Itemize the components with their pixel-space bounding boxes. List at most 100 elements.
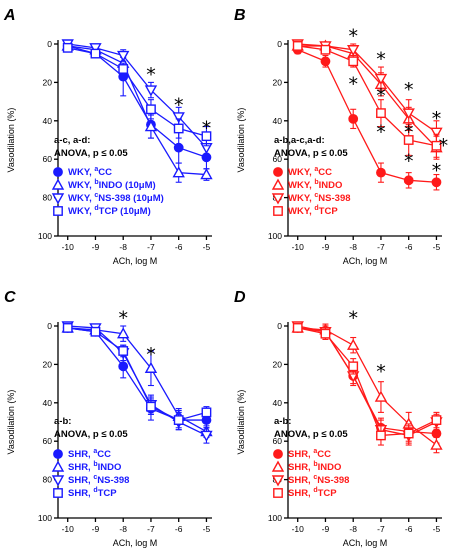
data-point-circle	[348, 113, 359, 124]
data-point-square	[201, 407, 212, 418]
panel-letter: B	[234, 7, 246, 24]
legend-entry: SHR, bINDO	[51, 460, 121, 473]
x-tick-label: -10	[292, 524, 305, 534]
data-point-triangle	[172, 166, 185, 178]
series-triangle-down	[291, 321, 443, 446]
legend-entry: WKY, cNS-398 (10μM)	[51, 192, 164, 205]
legend-entry: SHR, dTCP	[53, 487, 117, 499]
x-tick-label: -10	[62, 242, 75, 252]
x-axis-label: ACh, log M	[343, 538, 388, 548]
legend-marker-triangle-down	[51, 475, 65, 487]
data-point-square	[90, 48, 101, 59]
data-point-square	[173, 415, 184, 425]
significance-star: *	[348, 25, 358, 47]
legend-label: WKY, dTCP	[288, 205, 338, 217]
data-point-square	[146, 104, 156, 115]
legend-marker-triangle-down	[51, 193, 65, 205]
series-line	[297, 325, 437, 437]
y-tick-label: 60	[43, 436, 53, 446]
x-tick-label: -9	[322, 524, 330, 534]
legend-entry: SHR, bINDO	[271, 460, 341, 473]
legend-label: SHR, cNS-398	[68, 474, 129, 486]
stats-comparison: a-b:	[274, 416, 291, 427]
stats-anova: ANOVA, p ≤ 0.05	[274, 429, 348, 440]
legend-label: SHR, cNS-398	[288, 474, 349, 486]
y-tick-label: 40	[43, 116, 53, 126]
legend-marker-square	[53, 206, 63, 216]
significance-star: *	[376, 121, 386, 143]
data-point-triangle-down	[172, 112, 185, 124]
x-tick-label: -5	[433, 524, 441, 534]
data-point-square	[403, 135, 414, 145]
y-axis-label: Vasodilation (%)	[236, 108, 246, 173]
y-axis-label: Vasodilation (%)	[6, 108, 16, 173]
data-point-square	[201, 131, 212, 142]
data-point-triangle-down	[347, 45, 360, 57]
legend-marker-triangle-down	[271, 475, 285, 487]
significance-star: *	[432, 160, 442, 182]
y-tick-label: 60	[273, 436, 283, 446]
data-point-circle	[118, 361, 129, 372]
x-tick-label: -6	[175, 524, 183, 534]
significance-star: *	[348, 307, 358, 329]
series-line	[297, 45, 437, 149]
y-axis-label: Vasodilation (%)	[236, 390, 246, 455]
significance-star: *	[439, 135, 449, 157]
legend-entry: WKY, bINDO (10μM)	[51, 178, 156, 191]
panel-letter: A	[3, 7, 16, 24]
y-tick-label: 20	[43, 359, 53, 369]
legend-label: WKY, cNS-398 (10μM)	[68, 192, 164, 204]
series-line	[67, 43, 207, 149]
y-tick-label: 20	[43, 77, 53, 87]
data-point-triangle-down	[144, 85, 158, 97]
significance-star: *	[348, 73, 358, 95]
panel-letter: D	[234, 289, 246, 306]
y-tick-label: 40	[273, 116, 283, 126]
y-tick-label: 60	[273, 154, 283, 164]
significance-star: *	[146, 64, 156, 86]
data-point-circle	[431, 428, 442, 439]
data-point-triangle	[200, 168, 213, 180]
legend-entry: SHR, aCC	[53, 448, 111, 460]
stats-comparison: a-c, a-d:	[54, 135, 90, 146]
x-tick-label: -8	[349, 242, 357, 252]
series-line	[297, 327, 437, 437]
legend-label: WKY, dTCP (10μM)	[68, 205, 151, 217]
data-point-circle	[173, 142, 184, 153]
significance-star: *	[376, 85, 386, 107]
data-point-square	[292, 323, 303, 333]
y-tick-label: 100	[268, 231, 282, 241]
x-axis-label: ACh, log M	[113, 538, 158, 548]
legend-entry: SHR, cNS-398	[271, 474, 349, 487]
data-point-circle	[431, 177, 442, 188]
data-point-triangle-down	[402, 108, 415, 120]
x-tick-label: -5	[203, 242, 211, 252]
y-tick-label: 100	[268, 513, 282, 523]
legend-marker-circle	[53, 449, 63, 459]
data-point-triangle	[144, 120, 158, 132]
data-point-triangle	[374, 390, 388, 402]
data-point-triangle	[430, 438, 443, 450]
x-tick-label: -7	[147, 242, 155, 252]
y-tick-label: 40	[43, 398, 53, 408]
significance-star: *	[376, 361, 386, 383]
data-point-triangle	[144, 361, 158, 373]
y-tick-label: 0	[47, 39, 52, 49]
data-point-square	[403, 428, 414, 439]
legend-entry: WKY, cNS-398	[271, 192, 351, 205]
data-point-triangle	[347, 338, 360, 350]
panel-c: C 0 20 40 60 80 100 -10 -9 -8 -7 -6 -5 ACh, log M Vaso…	[4, 289, 213, 548]
legend-label: SHR, bINDO	[288, 461, 341, 473]
series-line	[297, 327, 437, 446]
legend-marker-square	[273, 488, 283, 498]
data-point-triangle-down	[374, 73, 388, 86]
legend-marker-triangle-down	[271, 193, 285, 205]
x-tick-label: -6	[405, 524, 413, 534]
x-tick-label: -9	[92, 242, 100, 252]
legend-marker-triangle	[51, 178, 65, 190]
significance-star: *	[202, 118, 212, 140]
significance-star: *	[432, 108, 442, 130]
legend-marker-triangle	[51, 460, 65, 472]
stats-anova: ANOVA, p ≤ 0.05	[54, 148, 128, 159]
